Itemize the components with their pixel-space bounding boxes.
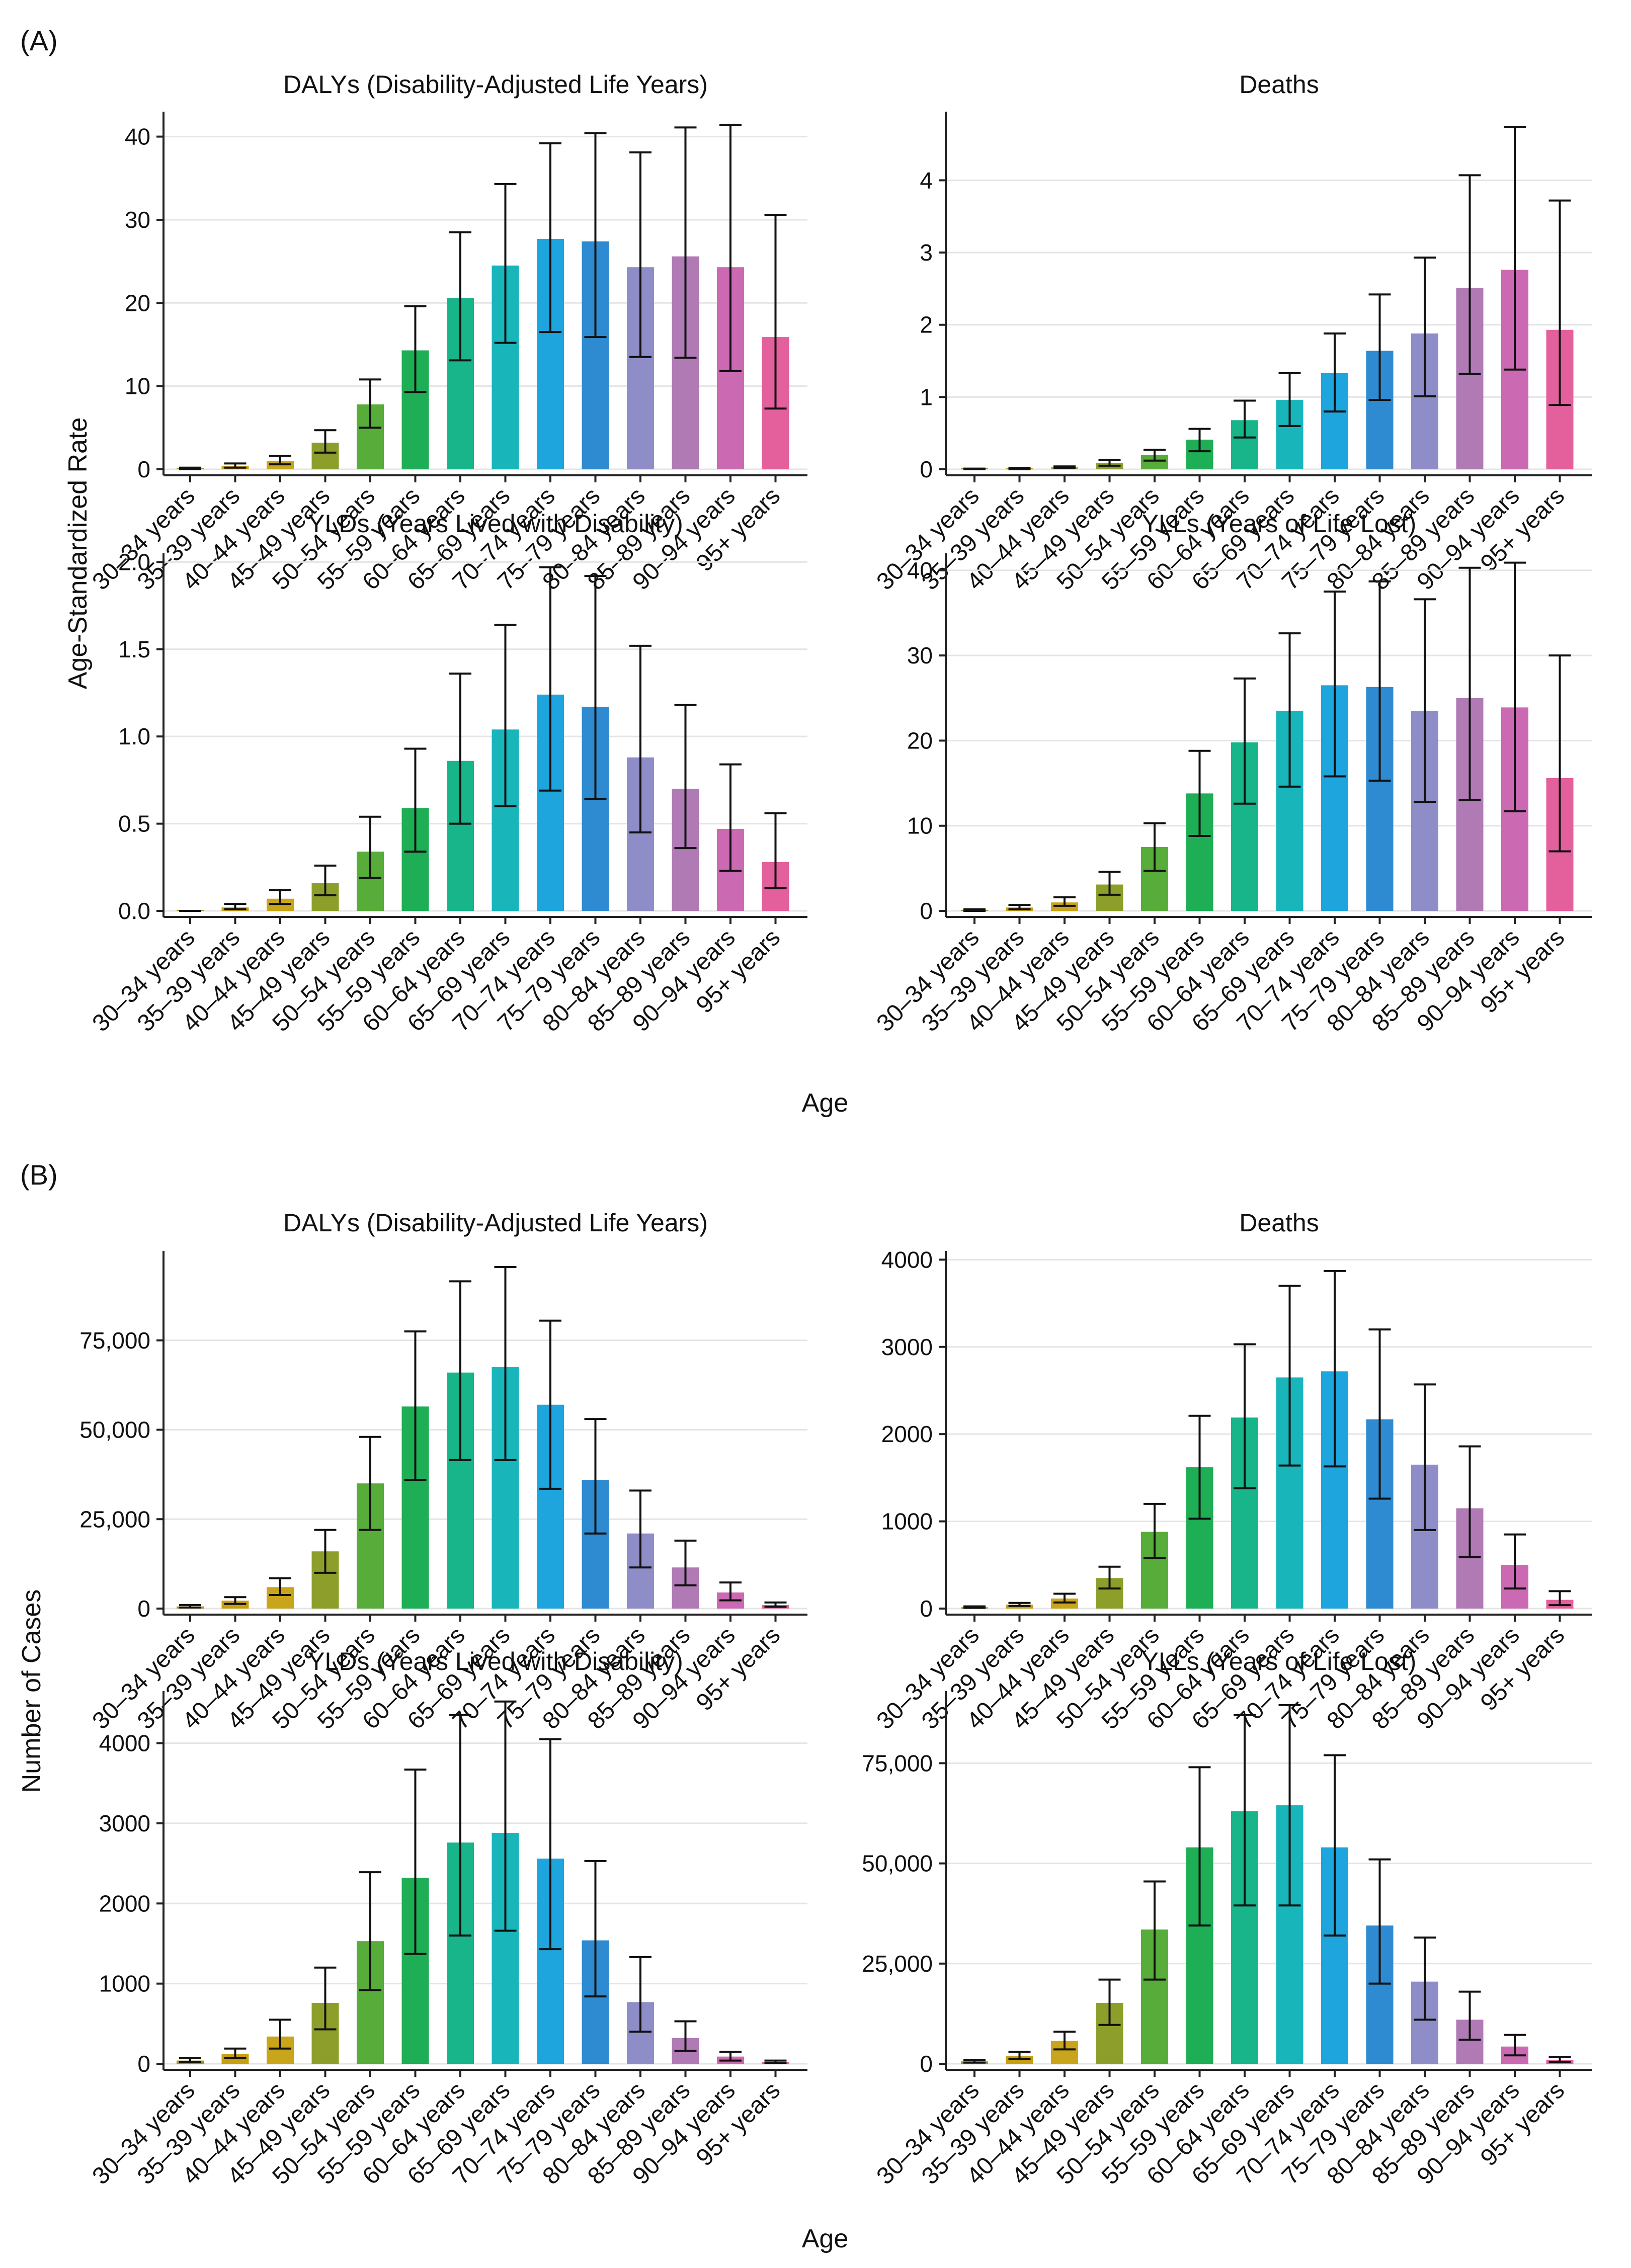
- charts-container: DALYs (Disability-Adjusted Life Years) 0 1…: [79, 70, 1592, 2190]
- panel-a-label: (A): [20, 25, 58, 56]
- chart-title: YLLs (Years of Life Lost): [1142, 1647, 1417, 1675]
- y-tick-label: 3000: [881, 1334, 933, 1360]
- panel-b-y-axis-label: Number of Cases: [17, 1589, 46, 1793]
- panel-b-x-axis-label: Age: [802, 2224, 849, 2253]
- bar: [1051, 1599, 1078, 1609]
- y-tick-label: 1.5: [118, 636, 150, 662]
- subplot-b-1: DALYs (Disability-Adjusted Life Years) 0 2…: [79, 1209, 807, 1735]
- chart-title: YLDs (Years Lived with Disability): [308, 1647, 683, 1675]
- y-tick-label: 1000: [881, 1508, 933, 1535]
- panel-b-label: (B): [20, 1159, 58, 1191]
- y-tick-label: 20: [907, 727, 933, 753]
- y-tick-label: 50,000: [862, 1851, 933, 1877]
- y-tick-label: 3000: [99, 1810, 150, 1836]
- y-tick-label: 0.5: [118, 811, 150, 837]
- y-tick-label: 1000: [99, 1971, 150, 1997]
- chart-title: Deaths: [1239, 70, 1319, 99]
- y-tick-label: 2000: [881, 1421, 933, 1447]
- y-tick-label: 75,000: [862, 1750, 933, 1776]
- y-tick-label: 0: [137, 456, 150, 482]
- y-tick-label: 30: [907, 642, 933, 668]
- y-tick-label: 0: [137, 1595, 150, 1622]
- y-tick-label: 0: [920, 456, 933, 482]
- y-tick-label: 0: [920, 2051, 933, 2077]
- subplot-b-4: YLLs (Years of Life Lost) 0 25,000 50,000 75…: [862, 1647, 1592, 2190]
- y-tick-label: 25,000: [79, 1506, 150, 1532]
- subplot-a-4: YLLs (Years of Life Lost)01020304030–34 …: [871, 510, 1592, 1037]
- y-tick-label: 30: [125, 207, 150, 233]
- y-tick-label: 0: [137, 2051, 150, 2077]
- y-tick-label: 2.0: [118, 549, 150, 575]
- y-tick-label: 4: [920, 167, 933, 193]
- subplot-b-3: YLDs (Years Lived with Disability) 0 1000 2…: [87, 1647, 807, 2190]
- panel-a-y-axis-label: Age-Standardized Rate: [63, 417, 93, 690]
- y-tick-label: 40: [125, 124, 150, 150]
- y-tick-label: 10: [907, 813, 933, 839]
- subplot-a-3: YLDs (Years Lived with Disability) 0.0 0.5…: [87, 510, 807, 1037]
- y-tick-label: 20: [125, 290, 150, 316]
- y-tick-label: 3: [920, 239, 933, 266]
- y-tick-label: 50,000: [79, 1417, 150, 1443]
- y-tick-label: 2: [920, 312, 933, 338]
- chart-title: DALYs (Disability-Adjusted Life Years): [283, 70, 708, 99]
- y-tick-label: 4000: [99, 1730, 150, 1756]
- y-tick-label: 0.0: [118, 898, 150, 924]
- chart-title: YLDs (Years Lived with Disability): [308, 510, 683, 538]
- y-tick-label: 0: [920, 898, 933, 924]
- y-tick-label: 25,000: [862, 1951, 933, 1977]
- y-tick-label: 1: [920, 384, 933, 410]
- y-tick-label: 40: [907, 557, 933, 583]
- y-tick-label: 0: [920, 1595, 933, 1622]
- panel-a-x-axis-label: Age: [802, 1088, 849, 1118]
- y-tick-label: 10: [125, 373, 150, 399]
- chart-title: Deaths: [1239, 1209, 1319, 1237]
- y-tick-label: 75,000: [79, 1327, 150, 1354]
- chart-title: YLLs (Years of Life Lost): [1142, 510, 1417, 538]
- y-tick-label: 1.0: [118, 723, 150, 749]
- y-tick-label: 2000: [99, 1890, 150, 1916]
- chart-title: DALYs (Disability-Adjusted Life Years): [283, 1209, 708, 1237]
- y-tick-label: 4000: [881, 1246, 933, 1273]
